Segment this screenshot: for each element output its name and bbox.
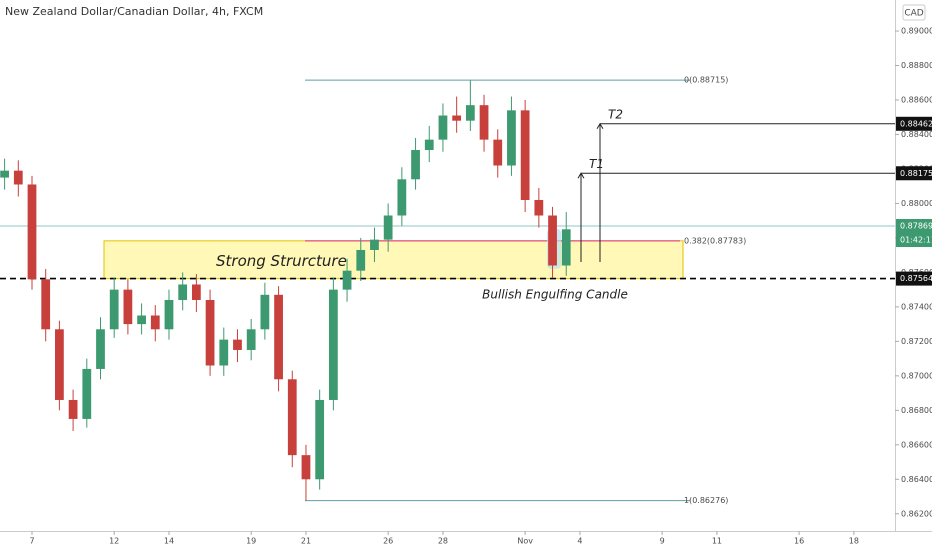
candle-body — [205, 299, 215, 366]
candle-body — [301, 455, 311, 480]
fib-label: 0.382(0.87783) — [684, 236, 746, 245]
candle-body — [383, 215, 393, 240]
x-tick-label: 21 — [301, 537, 311, 546]
candle-body — [55, 329, 64, 400]
candle-body — [534, 199, 544, 216]
candle-body — [13, 170, 23, 185]
candle-body — [397, 179, 407, 216]
target-label: T1 — [589, 157, 604, 171]
y-tick-label: 0.86600 — [901, 440, 932, 449]
price-tag-label: 0.88175 — [900, 169, 932, 178]
candle-body — [82, 368, 92, 419]
y-tick-label: 0.87000 — [901, 371, 932, 380]
y-tick-label: 0.87200 — [901, 337, 932, 346]
y-tick-label: 0.88800 — [901, 61, 932, 70]
y-tick-label: 0.87400 — [901, 302, 932, 311]
candle-body — [561, 229, 571, 266]
x-tick-label: 9 — [660, 537, 665, 546]
candle-body — [520, 110, 530, 200]
candle-body — [233, 339, 242, 350]
candle-body — [260, 294, 270, 330]
plot: Strong Strurcture 0(0.88715) 0.382(0.87783… — [0, 76, 895, 505]
x-tick-label: 26 — [383, 537, 393, 546]
candle-body — [452, 115, 462, 121]
x-tick-label: 19 — [246, 537, 256, 546]
candle-body — [164, 299, 174, 330]
candle-body — [287, 379, 297, 456]
zone — [103, 240, 684, 280]
x-tick-label: 7 — [29, 537, 34, 546]
candle-body — [137, 315, 146, 325]
candle-body — [68, 399, 78, 419]
candle-body — [219, 339, 229, 366]
candle-body — [411, 149, 420, 180]
x-tick-label: 12 — [109, 537, 119, 546]
x-tick-label: 16 — [794, 537, 804, 546]
candle-body — [96, 329, 105, 369]
candle-body — [150, 315, 160, 330]
fib-label: 1(0.86276) — [684, 496, 728, 505]
candle-body — [356, 249, 366, 271]
x-tick-label: 28 — [438, 537, 448, 546]
candle-body — [27, 184, 37, 280]
countdown: 01:42:11 — [900, 236, 932, 245]
y-tick-label: 0.86200 — [901, 509, 932, 518]
y-tick-label: 0.88600 — [901, 95, 932, 104]
y-tick-label: 0.88400 — [901, 130, 932, 139]
price-tag-label: 0.87564 — [900, 274, 932, 283]
currency-box — [902, 4, 926, 21]
price-tag — [896, 219, 932, 248]
candle-body — [424, 139, 434, 150]
candle-body — [246, 329, 256, 350]
candle-body — [109, 289, 119, 330]
candle-body — [328, 289, 338, 400]
candle-body — [548, 215, 557, 266]
candle-body — [438, 115, 448, 140]
candle-body — [191, 284, 201, 300]
candle-body — [274, 294, 283, 380]
candle-body — [0, 170, 9, 178]
candle-body — [41, 279, 51, 330]
price-tag — [896, 271, 932, 286]
candle-body — [370, 239, 379, 250]
candle-body — [178, 284, 188, 300]
price-tag — [896, 166, 932, 181]
zone-label: Strong Strurcture — [216, 252, 347, 270]
candle-body — [507, 110, 516, 166]
note: Bullish Engulfing Candle — [482, 288, 628, 302]
candle-body — [465, 105, 475, 121]
candle-body — [123, 289, 133, 325]
target-label: T2 — [608, 107, 623, 121]
y-tick-label: 0.89000 — [901, 27, 932, 36]
price-tag-label: 0.88462 — [900, 119, 932, 128]
chart-title: New Zealand Dollar/Canadian Dollar, 4h, … — [5, 5, 263, 18]
x-tick-label: Nov — [517, 537, 533, 546]
candle-body — [493, 139, 503, 166]
x-tick-label: 14 — [164, 537, 174, 546]
fib-label: 0(0.88715) — [684, 76, 728, 85]
candle-body — [342, 270, 352, 290]
price-tag-label: 0.87869 — [900, 222, 932, 231]
candle-body — [479, 105, 489, 140]
currency: CAD — [904, 9, 923, 19]
candle-body — [315, 399, 325, 480]
y-tick-label: 0.86800 — [901, 406, 932, 415]
x-tick-label: 18 — [849, 537, 859, 546]
x-tick-label: 4 — [577, 537, 582, 546]
y-tick-label: 0.88000 — [901, 199, 932, 208]
price-tag — [896, 116, 932, 131]
y-tick-label: 0.86400 — [901, 475, 932, 484]
x-tick-label: 11 — [712, 537, 722, 546]
